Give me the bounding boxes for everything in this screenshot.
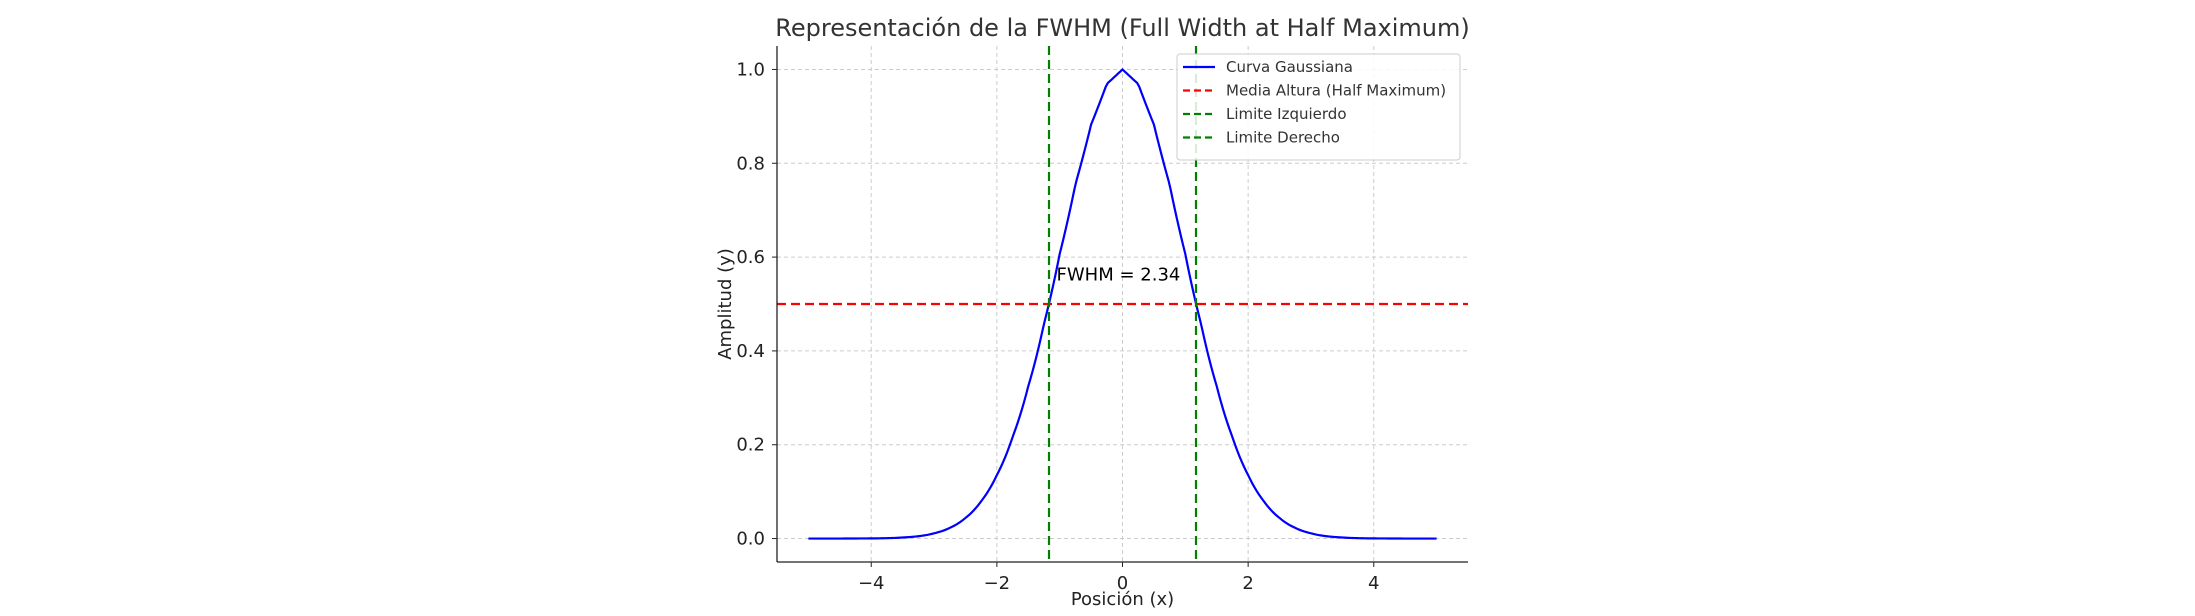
series-curva-gaussiana: [808, 67, 1437, 540]
x-tick-label: −4: [858, 573, 885, 594]
y-tick-label: 0.4: [736, 341, 765, 362]
x-tick-label: 4: [1368, 573, 1379, 594]
ticks: −4 −2 0 2 4 0.0 0.2 0.4 0.6 0.8 1.0: [736, 59, 1379, 594]
y-tick-label: 1.0: [736, 59, 765, 80]
legend-box: [1176, 53, 1461, 161]
x-tick-label: 0: [1117, 573, 1128, 594]
legend-label: Curva Gaussiana: [1226, 58, 1353, 76]
legend-label: Limite Derecho: [1226, 129, 1340, 147]
x-axis-label: Posición (x): [1071, 589, 1174, 610]
y-tick-label: 0.6: [736, 247, 765, 268]
y-tick-label: 0.8: [736, 153, 765, 174]
legend-label: Limite Izquierdo: [1226, 105, 1347, 123]
y-tick-label: 0.0: [736, 529, 765, 550]
chart-title: Representación de la FWHM (Full Width at…: [775, 14, 1470, 42]
legend-label: Media Altura (Half Maximum): [1226, 82, 1446, 100]
x-tick-label: 2: [1242, 573, 1253, 594]
fwhm-annotation: FWHM = 2.34: [1057, 265, 1181, 286]
y-axis-label: Amplitud (y): [715, 248, 736, 360]
legend: Curva Gaussiana Media Altura (Half Maximu…: [1176, 53, 1461, 161]
y-tick-label: 0.2: [736, 435, 765, 456]
x-tick-label: −2: [984, 573, 1011, 594]
